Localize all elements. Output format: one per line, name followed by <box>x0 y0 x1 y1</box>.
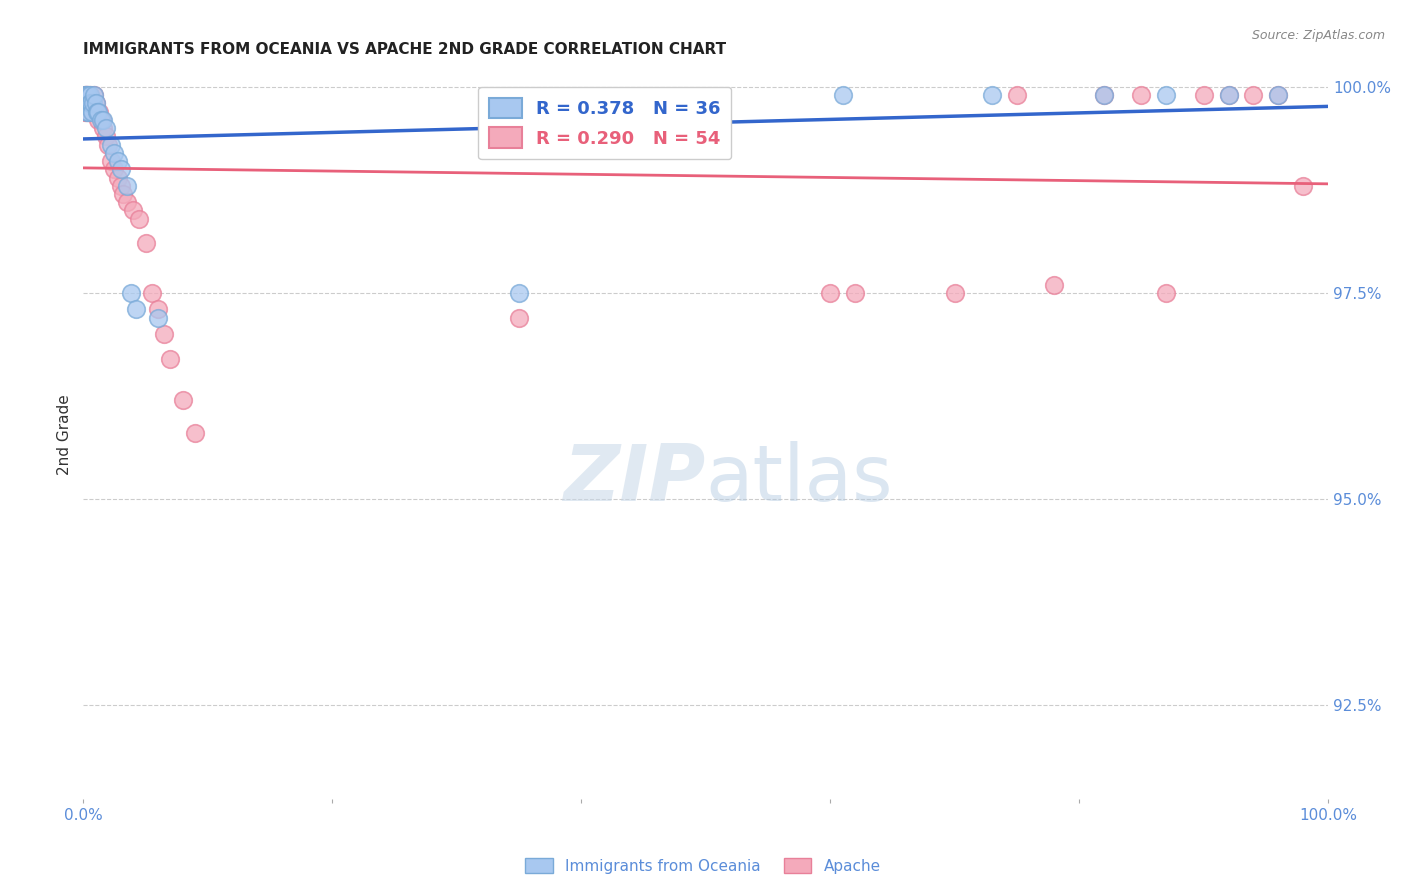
Point <box>120 285 142 300</box>
Point <box>146 302 169 317</box>
Point <box>80 104 103 119</box>
Point <box>107 170 129 185</box>
Point <box>100 154 122 169</box>
Point <box>82 96 104 111</box>
Point <box>1241 88 1264 103</box>
Point <box>77 104 100 119</box>
Point <box>124 302 146 317</box>
Point <box>76 104 98 119</box>
Point <box>508 310 530 325</box>
Point <box>97 137 120 152</box>
Point <box>76 88 98 103</box>
Point <box>122 203 145 218</box>
Point <box>91 121 114 136</box>
Text: IMMIGRANTS FROM OCEANIA VS APACHE 2ND GRADE CORRELATION CHART: IMMIGRANTS FROM OCEANIA VS APACHE 2ND GR… <box>83 42 727 57</box>
Point <box>75 88 97 103</box>
Point <box>75 88 97 103</box>
Point <box>76 96 98 111</box>
Point <box>115 178 138 193</box>
Point <box>80 96 103 111</box>
Point <box>87 104 110 119</box>
Point <box>103 145 125 160</box>
Point <box>103 162 125 177</box>
Legend: Immigrants from Oceania, Apache: Immigrants from Oceania, Apache <box>519 852 887 880</box>
Point <box>831 88 853 103</box>
Point <box>1156 88 1178 103</box>
Point <box>77 88 100 103</box>
Point <box>91 112 114 127</box>
Point <box>100 137 122 152</box>
Point <box>1043 277 1066 292</box>
Point <box>86 104 108 119</box>
Point <box>79 88 101 103</box>
Point <box>79 96 101 111</box>
Point <box>112 186 135 201</box>
Point <box>1092 88 1115 103</box>
Point <box>818 285 841 300</box>
Point <box>73 88 96 103</box>
Point <box>1267 88 1289 103</box>
Point <box>76 96 98 111</box>
Point <box>73 96 96 111</box>
Point <box>80 104 103 119</box>
Point <box>844 285 866 300</box>
Point <box>87 112 110 127</box>
Point <box>73 96 96 111</box>
Y-axis label: 2nd Grade: 2nd Grade <box>58 394 72 475</box>
Point <box>128 211 150 226</box>
Point <box>91 112 114 127</box>
Point <box>75 96 97 111</box>
Point <box>1092 88 1115 103</box>
Point <box>75 104 97 119</box>
Point <box>1005 88 1028 103</box>
Point <box>77 96 100 111</box>
Point <box>1192 88 1215 103</box>
Point <box>75 96 97 111</box>
Point <box>79 88 101 103</box>
Point <box>83 88 105 103</box>
Point <box>76 88 98 103</box>
Point <box>981 88 1004 103</box>
Point <box>159 351 181 366</box>
Point <box>1218 88 1240 103</box>
Point <box>153 326 176 341</box>
Point <box>73 88 96 103</box>
Point <box>89 104 111 119</box>
Point <box>1130 88 1153 103</box>
Point <box>79 104 101 119</box>
Point <box>110 162 132 177</box>
Point <box>115 195 138 210</box>
Point <box>83 88 105 103</box>
Point <box>107 154 129 169</box>
Point <box>84 96 107 111</box>
Point <box>84 96 107 111</box>
Point <box>86 104 108 119</box>
Point <box>172 392 194 407</box>
Text: Source: ZipAtlas.com: Source: ZipAtlas.com <box>1251 29 1385 42</box>
Point <box>141 285 163 300</box>
Point <box>90 112 112 127</box>
Point <box>1156 285 1178 300</box>
Point <box>135 236 157 251</box>
Point <box>94 121 117 136</box>
Point <box>184 425 207 440</box>
Point <box>80 96 103 111</box>
Point <box>94 129 117 144</box>
Point <box>1218 88 1240 103</box>
Point <box>1292 178 1315 193</box>
Text: ZIP: ZIP <box>564 441 706 516</box>
Point <box>82 104 104 119</box>
Point <box>146 310 169 325</box>
Point <box>77 104 100 119</box>
Text: atlas: atlas <box>706 441 893 516</box>
Point <box>943 285 966 300</box>
Point <box>110 178 132 193</box>
Point <box>508 285 530 300</box>
Legend: R = 0.378   N = 36, R = 0.290   N = 54: R = 0.378 N = 36, R = 0.290 N = 54 <box>478 87 731 159</box>
Point <box>1267 88 1289 103</box>
Point <box>73 104 96 119</box>
Point <box>80 96 103 111</box>
